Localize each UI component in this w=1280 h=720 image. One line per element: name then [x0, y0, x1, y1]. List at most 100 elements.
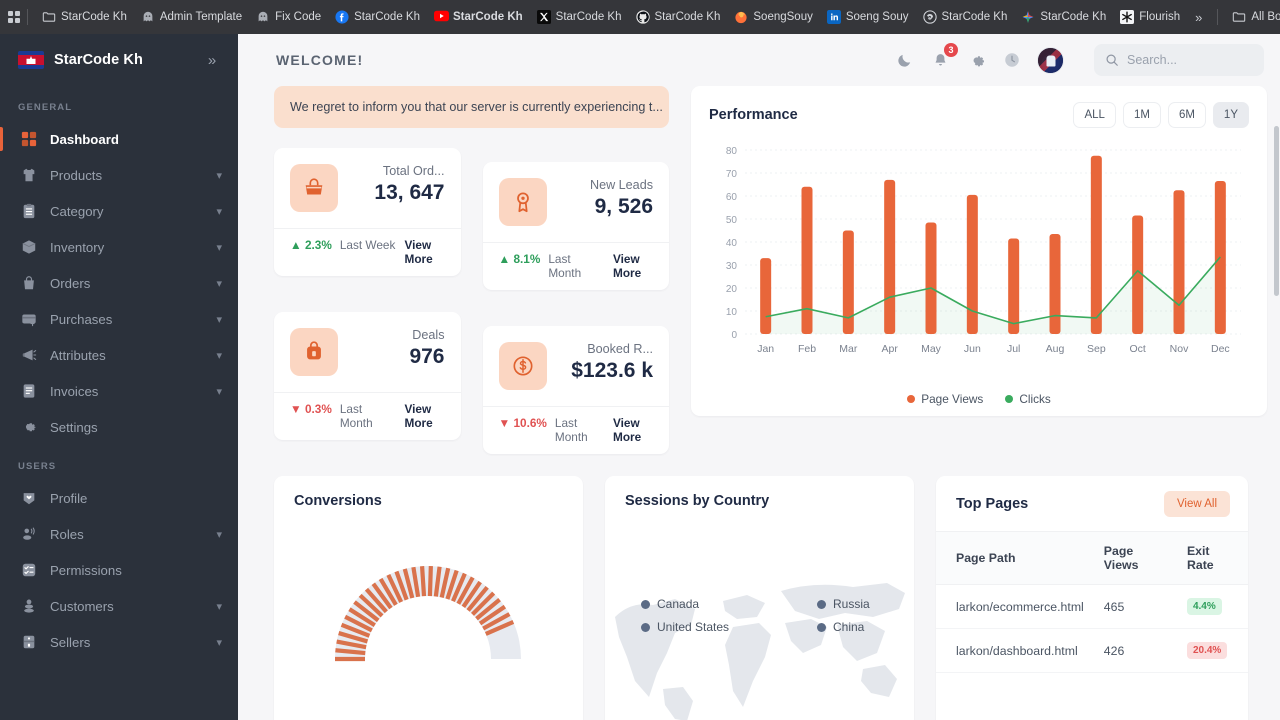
avatar[interactable] [1037, 46, 1064, 74]
bookmark-item[interactable]: StarCode Kh [530, 6, 629, 28]
view-more-link[interactable]: View More [613, 416, 642, 444]
ghost-icon [141, 10, 155, 24]
view-more-link[interactable]: View More [404, 238, 433, 266]
chevron-down-icon: ▾ [216, 277, 222, 290]
sidebar-item-label: Inventory [50, 239, 105, 255]
table-row[interactable]: larkon/dashboard.html 426 20.4% [936, 628, 1248, 673]
basket-icon [290, 164, 338, 212]
cell-page-views: 426 [1093, 628, 1177, 673]
stat-delta: ▲ 2.3% [290, 238, 332, 252]
svg-text:Oct: Oct [1129, 343, 1145, 355]
sparkle-icon [1021, 10, 1035, 24]
sidebar-item-customers[interactable]: Customers ▾ [0, 588, 238, 624]
sidebar-item-invoices[interactable]: Invoices ▾ [0, 373, 238, 409]
sidebar-item-purchases[interactable]: Purchases ▾ [0, 301, 238, 337]
stat-title: Deals [412, 328, 445, 342]
alert-message: We regret to inform you that our server … [290, 100, 663, 114]
stat-meta: Booked R... $123.6 k [557, 342, 653, 383]
stat-footer: ▲ 8.1% Last Month View More [482, 242, 669, 290]
ghost-icon [256, 10, 270, 24]
stat-value: 976 [409, 345, 445, 368]
bookmark-label: Admin Template [159, 11, 243, 23]
country-label: United States [657, 620, 730, 634]
view-all-button[interactable]: View All [1163, 491, 1230, 517]
column-header: Page Views [1093, 531, 1177, 585]
box-icon [20, 238, 38, 256]
cell-page-path: larkon/dashboard.html [936, 628, 1094, 673]
bookmark-item[interactable]: Admin Template [134, 6, 249, 28]
app-shell: StarCode Kh » GENERAL Dashboard Products ▾ C… [0, 34, 1280, 720]
chevron-down-icon: ▾ [216, 600, 222, 613]
svg-text:Dec: Dec [1211, 343, 1230, 355]
search-input[interactable] [1127, 53, 1253, 67]
all-bookmarks-label: All Bookmarks [1251, 11, 1280, 23]
sidebar-item-permissions[interactable]: Permissions [0, 552, 238, 588]
cell-page-views: 465 [1093, 584, 1177, 629]
bookmark-item[interactable]: StarCode Kh [35, 6, 134, 28]
page-scrollbar[interactable] [1273, 34, 1280, 720]
stat-footer: ▲ 2.3% Last Week View More [274, 228, 461, 276]
bookmarks-overflow-button[interactable]: » [1195, 9, 1203, 25]
search-box[interactable] [1094, 44, 1264, 76]
svg-text:Jun: Jun [964, 343, 981, 355]
gear-icon[interactable] [965, 49, 987, 71]
performance-header: Performance ALL 1M 6M 1Y [709, 102, 1249, 128]
stat-delta-value: 0.3% [304, 402, 332, 416]
brand[interactable]: StarCode Kh » [0, 34, 238, 86]
sidebar-item-dashboard[interactable]: Dashboard [0, 121, 238, 157]
heart-badge-icon [20, 489, 38, 507]
divider [27, 9, 28, 25]
sessions-card: Sessions by Country [605, 476, 914, 720]
table-row[interactable]: larkon/ecommerce.html 465 4.4% [936, 584, 1248, 629]
sidebar-item-sellers[interactable]: Sellers ▾ [0, 624, 238, 660]
store-icon [20, 633, 38, 651]
svg-text:40: 40 [726, 238, 738, 249]
bookmark-item[interactable]: StarCode Kh [328, 6, 427, 28]
all-bookmarks-button[interactable]: All Bookmarks [1225, 6, 1280, 28]
moon-icon[interactable] [893, 49, 915, 71]
bookmark-label: SoengSouy [753, 11, 813, 23]
sidebar-item-label: Customers [50, 598, 114, 614]
bookmark-item[interactable]: SoengSouy [727, 6, 819, 28]
sidebar-item-roles[interactable]: Roles ▾ [0, 516, 238, 552]
chevron-down-icon: ▾ [216, 636, 222, 649]
bookmark-label: StarCode Kh [555, 11, 622, 23]
bookmark-item[interactable]: StarCode Kh [916, 6, 1015, 28]
sidebar-item-category[interactable]: Category ▾ [0, 193, 238, 229]
legend-dot-icon [1005, 395, 1014, 403]
country-united-states: United States [641, 620, 729, 634]
range-6m[interactable]: 6M [1167, 102, 1206, 128]
sidebar-item-label: Products [50, 167, 103, 183]
brand-name: StarCode Kh [54, 52, 143, 68]
range-all[interactable]: ALL [1073, 102, 1116, 128]
range-1m[interactable]: 1M [1122, 102, 1161, 128]
view-more-link[interactable]: View More [404, 402, 433, 430]
sidebar-item-orders[interactable]: Orders ▾ [0, 265, 238, 301]
bookmark-item[interactable]: Soeng Souy [820, 6, 916, 28]
sidebar-item-products[interactable]: Products ▾ [0, 157, 238, 193]
svg-text:Nov: Nov [1170, 343, 1189, 355]
country-label: Russia [833, 597, 870, 611]
sidebar-item-inventory[interactable]: Inventory ▾ [0, 229, 238, 265]
chevron-double-right-icon[interactable]: » [207, 51, 217, 69]
bell-icon[interactable]: 3 [929, 43, 958, 71]
bookmark-item[interactable]: StarCode Kh [1014, 6, 1113, 28]
bookmark-item[interactable]: Fix Code [249, 6, 328, 28]
cell-exit-rate: 4.4% [1176, 584, 1248, 629]
bookmark-item[interactable]: Flourish [1113, 6, 1187, 28]
range-1y[interactable]: 1Y [1212, 102, 1249, 128]
apps-grid-icon[interactable] [8, 11, 20, 23]
sidebar-item-attributes[interactable]: Attributes ▾ [0, 337, 238, 373]
bag-icon [20, 274, 38, 292]
gear-icon [20, 418, 38, 436]
performance-title: Performance [709, 107, 798, 123]
sidebar-item-profile[interactable]: Profile [0, 480, 238, 516]
stat-delta-value: 8.1% [513, 252, 541, 266]
view-more-link[interactable]: View More [613, 252, 642, 280]
clock-icon[interactable] [1001, 49, 1023, 71]
sidebar-item-label: Category [50, 203, 104, 219]
stat-title: Booked R... [587, 342, 653, 356]
bookmark-item[interactable]: StarCode Kh [629, 6, 728, 28]
bookmark-item[interactable]: StarCode Kh [427, 6, 530, 28]
sidebar-item-settings[interactable]: Settings [0, 409, 238, 445]
